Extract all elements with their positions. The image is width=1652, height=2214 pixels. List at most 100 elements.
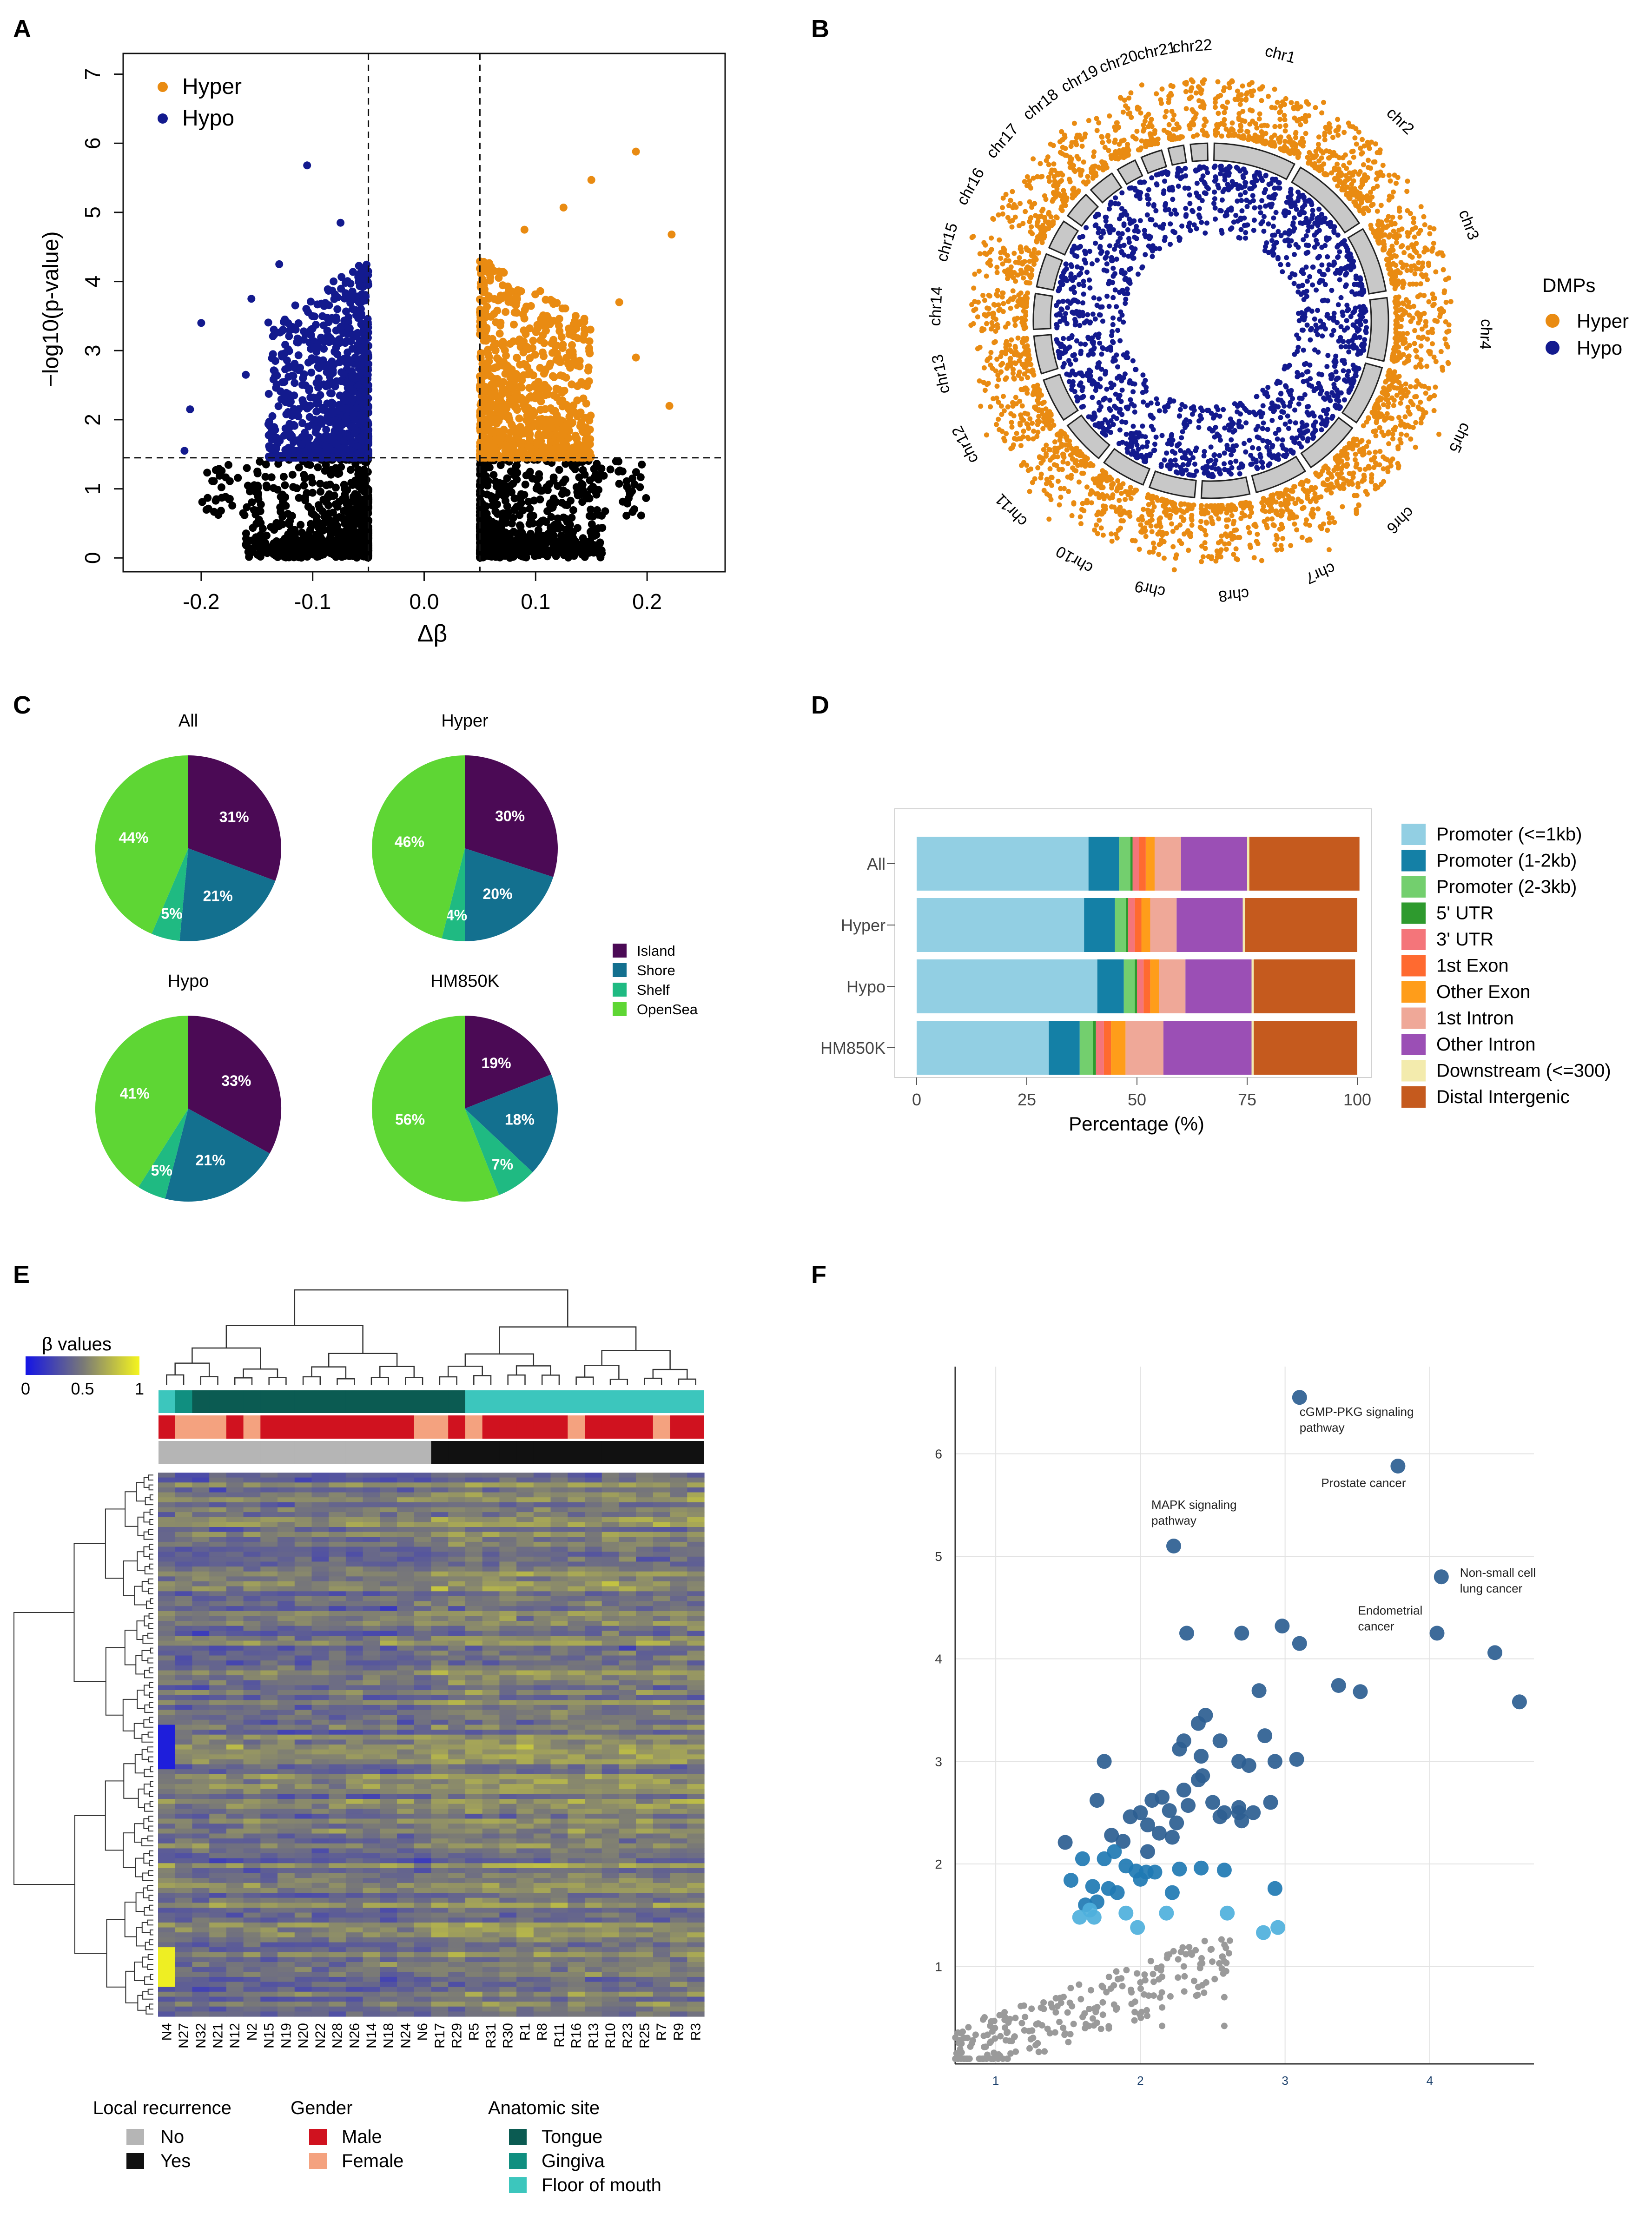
circos-point	[1349, 182, 1355, 187]
circos-point	[1316, 215, 1322, 220]
panel-label-d: D	[811, 691, 829, 719]
circos-point	[1302, 113, 1308, 118]
circos-point	[1325, 298, 1330, 304]
circos-point	[1282, 230, 1288, 236]
volcano-point	[506, 374, 515, 382]
volcano-point	[271, 524, 279, 532]
circos-point	[1215, 79, 1221, 85]
circos-point	[1395, 175, 1401, 180]
circos-point	[1356, 327, 1362, 332]
legend-hypo-label: Hypo	[182, 106, 234, 131]
circos-point	[1395, 446, 1401, 451]
circos-point	[1253, 121, 1258, 126]
volcano-point	[256, 457, 264, 466]
volcano-point	[314, 363, 322, 371]
circos-point	[1339, 187, 1345, 192]
circos-point	[1333, 369, 1339, 375]
circos-point	[1357, 208, 1363, 214]
circos-point	[1445, 344, 1451, 350]
volcano-point	[548, 339, 556, 348]
volcano-point	[306, 461, 314, 469]
circos-point	[1394, 301, 1400, 306]
volcano-point	[295, 494, 303, 502]
circos-point	[1237, 128, 1242, 134]
circos-point	[1344, 271, 1349, 276]
circos-point	[1332, 403, 1338, 409]
volcano-point	[342, 533, 350, 542]
volcano-point	[570, 326, 578, 335]
volcano-point	[310, 343, 318, 351]
circos-point	[1297, 211, 1302, 217]
volcano-point	[355, 482, 363, 490]
circos-point	[1263, 173, 1269, 178]
volcano-point	[636, 473, 645, 482]
circos-point	[1213, 96, 1218, 102]
circos-point	[1301, 237, 1306, 243]
circos-point	[1448, 299, 1454, 304]
circos-point	[1392, 385, 1397, 390]
volcano-point	[502, 361, 511, 370]
volcano-point	[586, 325, 595, 334]
circos-point	[1247, 107, 1253, 113]
volcano-point	[595, 476, 602, 483]
circos-point	[1212, 178, 1217, 184]
circos-point	[1330, 262, 1336, 268]
circos-point	[1256, 116, 1262, 122]
volcano-point	[332, 344, 340, 352]
volcano-point	[321, 467, 329, 475]
volcano-point	[625, 494, 633, 502]
circos-point	[1423, 319, 1429, 325]
circos-point	[1261, 214, 1267, 219]
circos-point	[1335, 243, 1341, 248]
circos-point	[1399, 306, 1404, 312]
volcano-point	[521, 397, 529, 405]
circos-point	[1373, 141, 1378, 147]
circos-point	[1287, 363, 1292, 368]
volcano-point	[307, 357, 315, 365]
volcano-point	[480, 422, 488, 430]
circos-point	[1431, 408, 1437, 413]
circos-point	[1244, 204, 1250, 209]
circos-point	[1361, 423, 1366, 429]
circos-point	[1419, 416, 1424, 422]
circos-point	[1363, 318, 1368, 324]
volcano-point	[312, 379, 321, 387]
circos-point	[1396, 227, 1402, 233]
circos-point	[1350, 172, 1355, 178]
circos-point	[1378, 203, 1384, 208]
volcano-point	[288, 512, 296, 520]
circos-point	[1352, 291, 1358, 297]
circos-point	[1222, 213, 1228, 218]
volcano-point	[296, 363, 304, 372]
volcano-point	[308, 312, 317, 320]
circos-point	[1307, 158, 1312, 163]
volcano-point	[521, 480, 529, 489]
circos-point	[1380, 163, 1386, 168]
volcano-point	[291, 530, 299, 539]
circos-point	[1251, 228, 1256, 233]
circos-point	[1348, 314, 1354, 319]
volcano-point	[615, 298, 623, 306]
volcano-point	[311, 428, 320, 436]
circos-point	[1227, 165, 1233, 170]
circos-point	[1351, 154, 1356, 160]
volcano-point	[572, 542, 580, 551]
volcano-point	[592, 490, 601, 499]
volcano-point	[295, 405, 303, 413]
circos-point	[1235, 88, 1240, 94]
circos-point	[1322, 243, 1328, 248]
circos-point	[1416, 406, 1422, 411]
circos-point	[1229, 179, 1235, 184]
volcano-point	[351, 292, 359, 300]
y-tick-label: 1	[80, 483, 105, 495]
volcano-point	[357, 436, 366, 443]
circos-point	[1325, 353, 1331, 358]
volcano-point	[360, 331, 368, 339]
circos-point	[1410, 226, 1415, 232]
volcano-point	[582, 399, 590, 408]
volcano-point	[508, 519, 516, 528]
y-tick-label: 7	[80, 68, 105, 80]
volcano-point	[513, 469, 522, 477]
volcano-point	[556, 434, 565, 443]
circos-point	[1330, 135, 1335, 140]
